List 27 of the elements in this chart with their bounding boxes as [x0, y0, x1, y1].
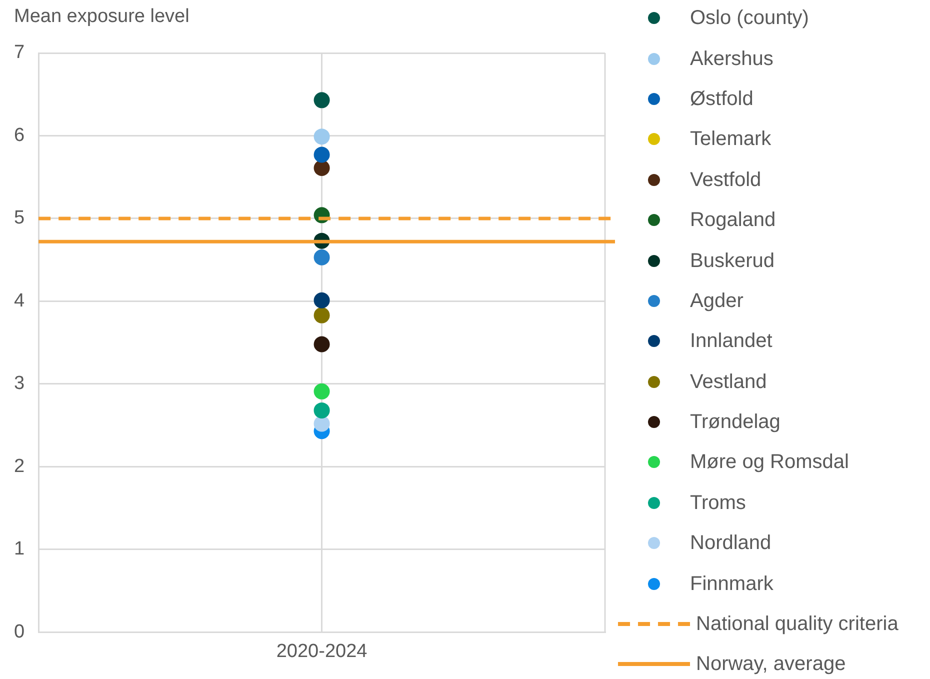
legend-label: Troms [690, 490, 746, 515]
y-tick-label: 2 [14, 456, 25, 477]
y-tick-label: 0 [14, 621, 25, 642]
legend-label: Møre og Romsdal [690, 450, 849, 474]
y-tick-label: 3 [14, 373, 25, 394]
legend-label: Rogaland [690, 208, 776, 232]
legend-label: Akershus [690, 46, 774, 71]
legend-label: Nordland [690, 531, 772, 556]
legend-label: Oslo (county) [690, 6, 809, 30]
y-tick-label: 1 [14, 538, 25, 560]
legend-label: Buskerud [690, 248, 774, 273]
legend-label: Vestfold [690, 168, 762, 192]
legend-label: Østfold [690, 86, 754, 111]
legend-label: Vestland [690, 370, 767, 394]
legend-label: Innlandet [690, 329, 772, 354]
legend-label: Trøndelag [690, 410, 780, 434]
y-tick-label: 4 [14, 290, 25, 312]
legend-label: Finnmark [690, 572, 774, 596]
legend-label: National quality criteria [696, 612, 898, 636]
y-tick-label: 7 [14, 42, 25, 64]
y-tick-label: 5 [14, 208, 25, 229]
legend-label: Norway, average [696, 652, 846, 676]
y-axis-title: Mean exposure level [14, 6, 190, 28]
x-tick-label: 2020-2024 [276, 640, 368, 662]
legend-label: Agder [690, 288, 744, 313]
legend-label: Telemark [690, 127, 772, 152]
y-tick-label: 6 [14, 124, 25, 146]
